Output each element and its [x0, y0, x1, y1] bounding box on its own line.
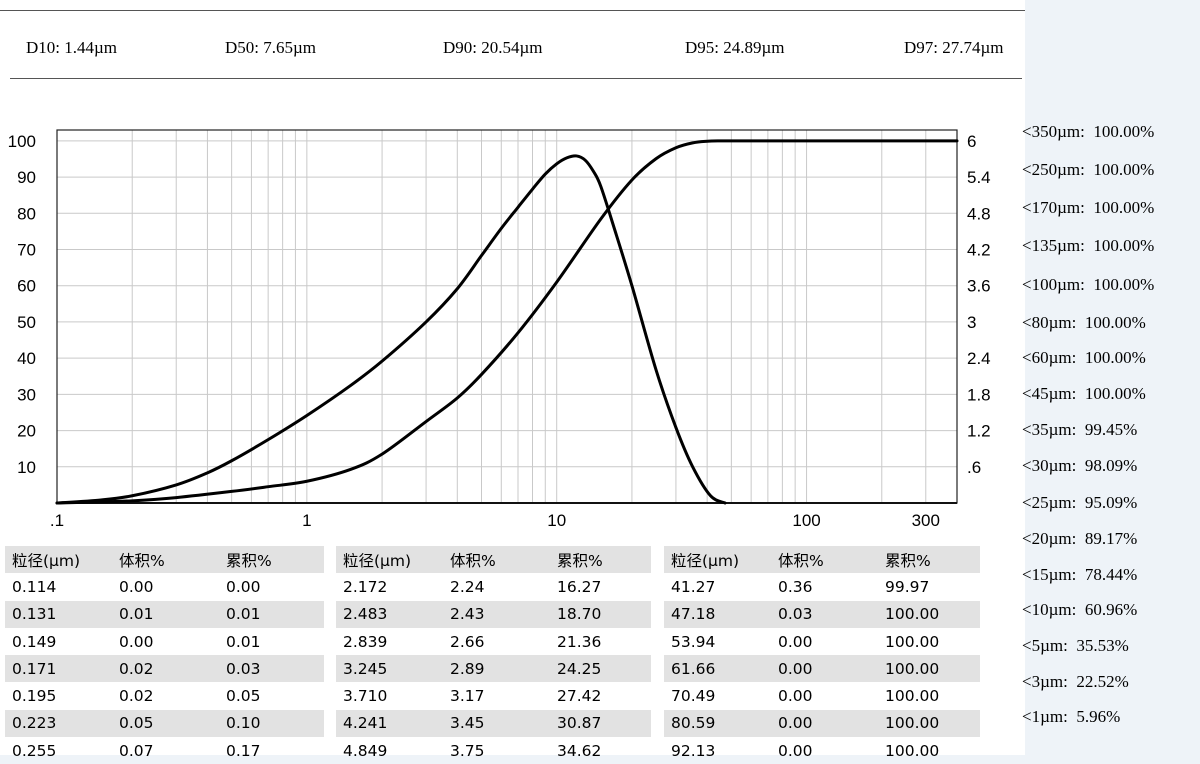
summary-item: <135µm: 100.00% [1022, 236, 1155, 255]
table-row: 53.94 0.00 100.00 [671, 632, 940, 651]
d50-value: D50: 7.65µm [225, 38, 317, 57]
d90-value: D90: 20.54µm [443, 38, 543, 57]
table-header-row: 粒径(µm) 体积% 累积% [336, 546, 651, 574]
table-row: 2.172 2.24 16.27 [343, 577, 602, 596]
y-left-tick-label: 40 [17, 349, 36, 368]
col-header-cumulative: 累积% [550, 546, 651, 574]
table-row: 0.149 0.00 0.01 [12, 632, 261, 651]
col-header-size: 粒径(µm) [336, 546, 443, 574]
table-row: 92.13 0.00 100.00 [671, 741, 940, 760]
cumulative-distribution-curve [55, 139, 959, 505]
y-right-tick-label: 2.4 [967, 349, 991, 368]
y-right-tick-label: 1.8 [967, 385, 991, 404]
y-left-tick-label: 30 [17, 385, 36, 404]
x-tick-label: .1 [50, 511, 64, 530]
table-row: 0.131 0.01 0.01 [5, 600, 324, 628]
y-right-tick-label: 4.2 [967, 241, 991, 260]
summary-item: <3µm: 22.52% [1022, 672, 1129, 691]
y-right-tick-label: 3 [967, 313, 976, 332]
table-row: 0.171 0.02 0.03 [5, 655, 324, 683]
summary-item: <80µm: 100.00% [1022, 313, 1146, 332]
summary-item: <60µm: 100.00% [1022, 348, 1146, 367]
size-table-2: 粒径(µm) 体积% 累积% 2.172 2.24 16.27 2.483 2.43 1… [336, 546, 651, 764]
summary-item: <35µm: 99.45% [1022, 420, 1138, 439]
y-left-tick-label: 90 [17, 168, 36, 187]
col-header-size: 粒径(µm) [5, 546, 112, 574]
size-table-1: 粒径(µm) 体积% 累积% 0.114 0.00 0.00 0.131 0.01 0.… [5, 546, 324, 764]
plot-frame [56, 129, 958, 504]
col-header-cumulative: 累积% [219, 546, 324, 574]
size-table-3: 粒径(µm) 体积% 累积% 41.27 0.36 99.97 47.18 0.03 1… [664, 546, 980, 764]
table-row: 0.255 0.07 0.17 [12, 741, 261, 760]
summary-item: <30µm: 98.09% [1022, 456, 1138, 475]
y-right-tick-label: 6 [967, 132, 976, 151]
table-row: 3.710 3.17 27.42 [343, 687, 602, 706]
x-tick-label: 10 [547, 511, 566, 530]
y-right-tick-label: 5.4 [967, 168, 991, 187]
y-right-tick-label: .6 [967, 458, 981, 477]
summary-item: <10µm: 60.96% [1022, 600, 1138, 619]
y-left-tick-label: 70 [17, 241, 36, 260]
table-row: 41.27 0.36 99.97 [671, 577, 930, 596]
y-right-tick-label: 3.6 [967, 277, 991, 296]
report-panel: D10: 1.44µm D50: 7.65µm D90: 20.54µm D95… [0, 0, 1025, 760]
x-tick-label: 300 [912, 511, 940, 530]
particle-size-chart: 10 20 30 40 50 60 70 80 90 100 .6 1.2 1.8 2.4 3 3.6 4.2 4… [8, 129, 991, 530]
table-row: 70.49 0.00 100.00 [671, 687, 940, 706]
volume-distribution-curve [55, 154, 727, 505]
col-header-cumulative: 累积% [878, 546, 980, 574]
col-header-volume: 体积% [771, 546, 878, 574]
summary-item: <100µm: 100.00% [1022, 275, 1155, 294]
y-left-tick-label: 60 [17, 277, 36, 296]
table-row: 0.114 0.00 0.00 [12, 577, 261, 596]
header-top-rule [0, 10, 1025, 11]
summary-item: <250µm: 100.00% [1022, 160, 1155, 179]
y-left-tick-label: 100 [8, 132, 36, 151]
table-row: 61.66 0.00 100.00 [664, 655, 980, 683]
col-header-volume: 体积% [112, 546, 219, 574]
y-left-tick-label: 10 [17, 458, 36, 477]
x-tick-label: 100 [792, 511, 820, 530]
summary-item: <350µm: 100.00% [1022, 122, 1155, 141]
d10-value: D10: 1.44µm [26, 38, 118, 57]
y-left-tick-label: 80 [17, 204, 36, 223]
y-left-tick-label: 50 [17, 313, 36, 332]
table-row: 3.245 2.89 24.25 [336, 655, 651, 683]
y-right-tick-label: 1.2 [967, 422, 991, 441]
y-left-tick-label: 20 [17, 422, 36, 441]
header-bottom-rule [10, 78, 1022, 79]
col-header-size: 粒径(µm) [664, 546, 771, 574]
table-row: 0.223 0.05 0.10 [5, 709, 324, 738]
d97-value: D97: 27.74µm [904, 38, 1004, 57]
table-row: 80.59 0.00 100.00 [664, 709, 980, 738]
summary-item: <5µm: 35.53% [1022, 636, 1129, 655]
d95-value: D95: 24.89µm [685, 38, 785, 57]
summary-item: <1µm: 5.96% [1022, 707, 1121, 726]
table-row: 47.18 0.03 100.00 [664, 600, 980, 628]
table-row: 4.849 3.75 34.62 [343, 741, 602, 760]
table-row: 2.483 2.43 18.70 [336, 600, 651, 628]
table-row: 0.195 0.02 0.05 [12, 687, 261, 706]
table-row: 2.839 2.66 21.36 [343, 632, 602, 651]
col-header-volume: 体积% [443, 546, 550, 574]
table-header-row: 粒径(µm) 体积% 累积% [5, 546, 324, 574]
summary-item: <45µm: 100.00% [1022, 384, 1146, 403]
summary-item: <170µm: 100.00% [1022, 198, 1155, 217]
y-right-tick-label: 4.8 [967, 204, 991, 223]
summary-item: <15µm: 78.44% [1022, 565, 1138, 584]
x-tick-label: 1 [302, 511, 311, 530]
summary-item: <25µm: 95.09% [1022, 493, 1138, 512]
summary-item: <20µm: 89.17% [1022, 529, 1138, 548]
table-row: 4.241 3.45 30.87 [336, 709, 651, 738]
table-header-row: 粒径(µm) 体积% 累积% [664, 546, 980, 574]
